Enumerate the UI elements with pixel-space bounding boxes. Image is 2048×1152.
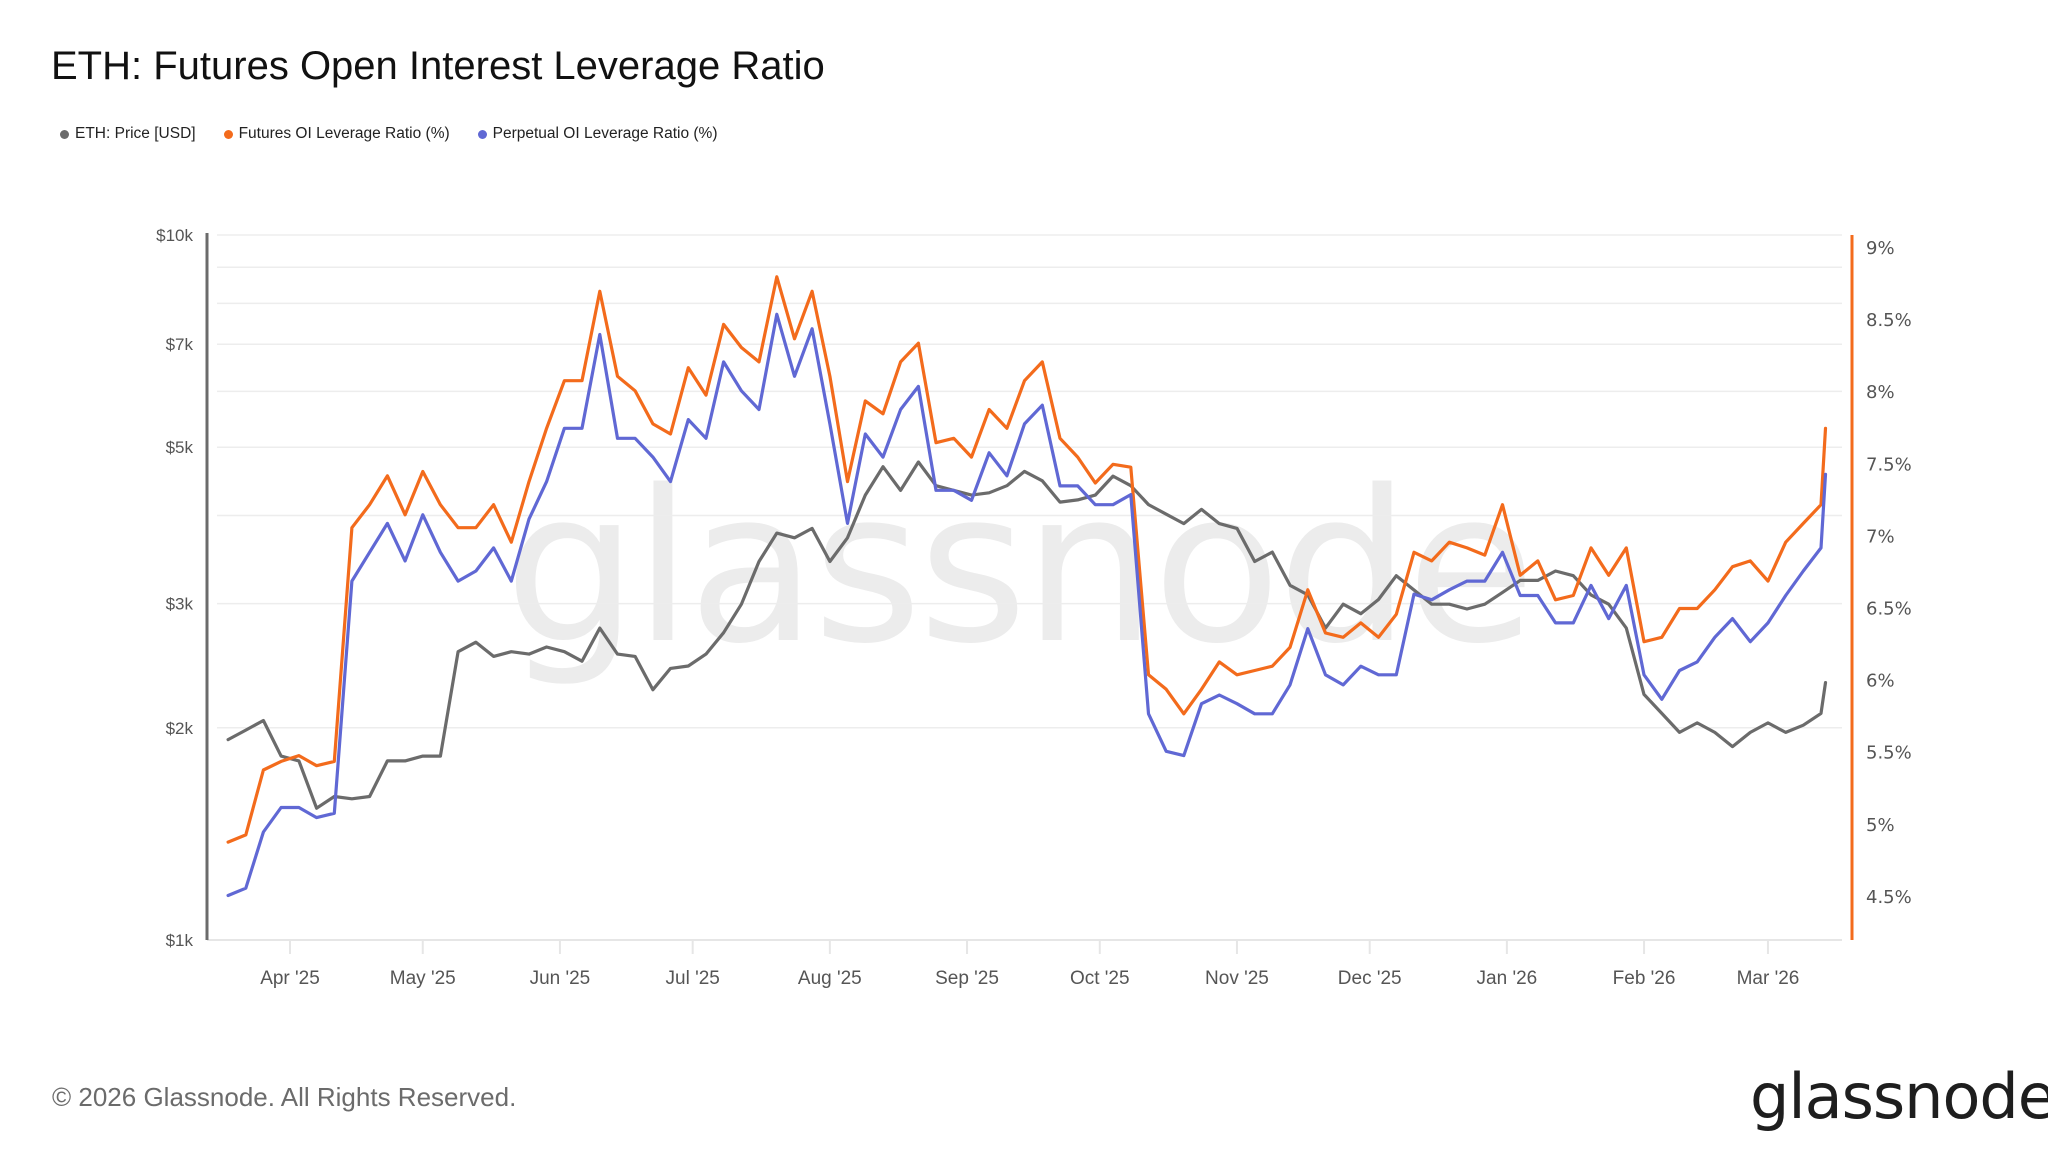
x-tick-label: Jun '25 [530,968,591,989]
axes: $10k $7k $5k $3k $2k $1k 9% 8.5% 8% 7.5% 7% 6.5% 6% 5… [156,226,1912,989]
legend-dot-icon [223,129,233,139]
y-right-tick-label: 9% [1866,238,1895,259]
series-lines [226,275,1828,898]
legend-dot-icon [60,129,69,139]
y-right-tick-label: 8% [1866,382,1895,403]
x-tick-label: May '25 [390,968,456,989]
legend-label: ETH: Price [USD] [75,125,196,142]
legend-label: Perpetual OI Leverage Ratio (%) [492,125,718,142]
legend-label: Futures OI Leverage Ratio (%) [238,125,450,142]
watermark-logo: glassnode [504,445,1531,690]
legend-item-futures-oi-leverage[interactable]: Futures OI Leverage Ratio (%) [223,125,450,143]
x-tick-label: Aug '25 [798,968,862,989]
y-left-tick-label: $5k [166,438,194,457]
x-tick-label: Mar '26 [1737,968,1800,989]
x-tick-label: Apr '25 [260,968,320,989]
legend: ETH: Price [USD] Futures OI Leverage Rat… [60,125,718,143]
x-tick-label: Jan '26 [1477,968,1538,989]
x-tick-label: Oct '25 [1070,968,1130,989]
y-right-tick-label: 5.5% [1866,743,1912,764]
x-tick-label: Nov '25 [1205,968,1269,989]
x-tick-label: Feb '26 [1613,968,1676,989]
series-line-perpetual-oi-leverage [226,312,1828,898]
legend-item-perpetual-oi-leverage[interactable]: Perpetual OI Leverage Ratio (%) [477,125,718,143]
y-left-tick-label: $7k [166,335,194,354]
y-right-tick-label: 7% [1866,526,1895,547]
y-left-tick-label: $1k [166,931,194,950]
series-line-eth-price [226,460,1828,810]
y-left-tick-label: $10k [156,226,193,245]
y-right-tick-label: 6.5% [1866,599,1912,620]
y-left-tick-label: $2k [166,719,194,738]
y-right-tick-label: 8.5% [1866,310,1912,331]
y-right-tick-label: 6% [1866,671,1895,692]
y-left-tick-label: $3k [166,595,194,614]
y-right-tick-label: 5% [1866,815,1895,836]
glassnode-logo: glassnode [1750,1060,2048,1133]
legend-item-eth-price[interactable]: ETH: Price [USD] [60,125,196,143]
grid-lines [207,234,1842,941]
x-tick-label: Jul '25 [666,968,720,989]
chart-title: ETH: Futures Open Interest Leverage Rati… [51,44,825,88]
copyright-footer: © 2026 Glassnode. All Rights Reserved. [52,1082,517,1112]
series-line-futures-oi-leverage [226,275,1828,844]
x-tick-label: Dec '25 [1338,968,1402,989]
legend-dot-icon [477,129,487,139]
y-right-tick-label: 7.5% [1866,454,1912,475]
x-tick-label: Sep '25 [935,968,999,989]
y-right-tick-label: 4.5% [1866,887,1912,908]
